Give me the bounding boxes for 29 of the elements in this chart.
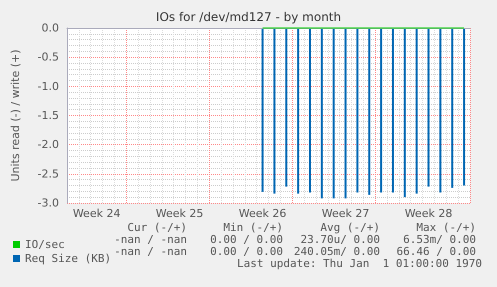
y-tick-label: -1.0 bbox=[38, 80, 59, 93]
legend-label: Req Size (KB) bbox=[25, 252, 112, 265]
text: 6.53m/ 0.00 bbox=[403, 233, 476, 246]
text: -nan / -nan bbox=[114, 233, 188, 246]
x-tick-label: Week 28 bbox=[404, 207, 452, 220]
text: 240.05m/ 0.00 bbox=[294, 245, 380, 258]
text: Last update: Thu Jan 1 01:00:00 1970 bbox=[236, 257, 482, 270]
x-tick-label: Week 24 bbox=[72, 207, 120, 220]
y-tick-label: -2.0 bbox=[38, 138, 59, 152]
text: Min (-/+) bbox=[223, 221, 284, 234]
x-tick-label: Week 25 bbox=[156, 207, 204, 220]
text: Max (-/+) bbox=[416, 221, 476, 234]
y-axis-title: Units read (-) / write (+) bbox=[9, 49, 22, 182]
x-tick-label: Week 26 bbox=[238, 207, 286, 220]
chart-title: IOs for /dev/md127 - by month bbox=[156, 10, 342, 24]
y-tick-label: -3.0 bbox=[38, 196, 59, 210]
y-tick-label: -1.5 bbox=[38, 109, 59, 122]
text: Cur (-/+) bbox=[127, 221, 188, 234]
text: Avg (-/+) bbox=[320, 221, 380, 234]
text: 23.70u/ 0.00 bbox=[300, 233, 380, 246]
text: 0.00 / 0.00 bbox=[210, 245, 284, 258]
y-tick-label: -2.5 bbox=[38, 167, 59, 180]
x-tick-label: Week 27 bbox=[322, 207, 370, 220]
y-tick-label: 0.0 bbox=[42, 22, 59, 34]
y-tick-label: -0.5 bbox=[38, 50, 59, 64]
text: -nan / -nan bbox=[114, 245, 188, 258]
text: 0.00 / 0.00 bbox=[210, 233, 284, 246]
legend-label: IO/sec bbox=[25, 238, 65, 251]
text: 66.46 / 0.00 bbox=[396, 245, 476, 258]
